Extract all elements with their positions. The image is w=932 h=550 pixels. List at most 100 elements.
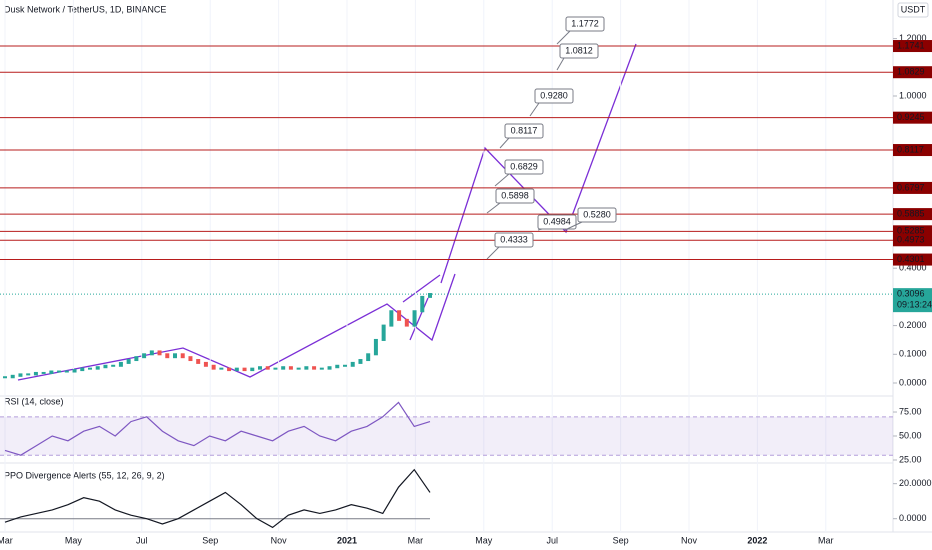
candle [72, 369, 77, 373]
indicator-line [4, 468, 431, 529]
callout-box [534, 88, 574, 104]
candle [149, 350, 154, 356]
callout-pointer [564, 221, 583, 231]
candle [126, 359, 131, 364]
price-tick-label: 0.0000 [899, 377, 927, 387]
candle [327, 366, 332, 370]
level-label: 0.5885 [897, 208, 925, 218]
level-badge [893, 40, 932, 53]
level-badge [893, 234, 932, 247]
time-label: Jul [546, 535, 558, 545]
candle [366, 353, 371, 362]
candle [397, 310, 402, 321]
level-label: 1.1741 [897, 40, 925, 50]
currency-badge[interactable] [897, 2, 929, 18]
candle [57, 370, 62, 373]
callout-box [495, 188, 535, 204]
current-price: 0.3096 [897, 289, 925, 299]
level-badge [893, 144, 932, 157]
candle [211, 364, 216, 370]
price-tick-label: 1.2000 [899, 33, 927, 43]
callout-pointer [486, 246, 500, 260]
ppo-title: PPO Divergence Alerts (55, 12, 26, 9, 2) [4, 470, 165, 480]
time-label: Mar [818, 535, 834, 545]
candle [273, 367, 278, 370]
time-label: 2021 [337, 535, 357, 545]
pane-tick-label: 20.0000 [899, 478, 932, 488]
rsi-title: RSI (14, close) [4, 396, 64, 406]
candle [64, 370, 69, 373]
candle [80, 367, 85, 372]
time-label: May [475, 535, 493, 545]
candle [227, 367, 232, 372]
candle [265, 366, 270, 370]
level-badge [893, 208, 932, 221]
level-label: 0.9245 [897, 112, 925, 122]
candle [312, 366, 317, 370]
candle [250, 367, 255, 372]
candle [10, 374, 15, 379]
pane-tick-label: 50.00 [899, 430, 922, 440]
callout-pointer [486, 202, 501, 214]
callout-label: 0.8117 [511, 125, 538, 135]
candle [180, 353, 185, 359]
level-label: 0.4973 [897, 235, 925, 245]
candle [343, 364, 347, 367]
candle [3, 376, 7, 379]
candle [219, 367, 224, 370]
level-label: 0.4301 [897, 254, 925, 264]
candle [33, 371, 38, 376]
time-label: Mar [408, 535, 424, 545]
candle [18, 373, 23, 377]
time-label: May [65, 535, 83, 545]
candle [111, 364, 116, 367]
candle [234, 367, 239, 372]
candle [420, 295, 425, 313]
candle [288, 366, 293, 370]
time-label: Jul [136, 535, 148, 545]
callout-box [504, 159, 544, 175]
callout-label: 0.4333 [500, 234, 528, 244]
pane-tick-label: 25.00 [899, 454, 922, 464]
price-tick-label: 0.4000 [899, 263, 927, 273]
callout-label: 1.1772 [571, 18, 599, 28]
callout-pointer [556, 57, 565, 71]
time-label: Sep [202, 535, 218, 545]
candle [404, 318, 409, 327]
candle [258, 366, 262, 370]
price-tick-label: 0.1000 [899, 349, 927, 359]
callout-box [504, 123, 544, 139]
rsi-band [0, 416, 893, 456]
pane-tick-label: 0.0000 [899, 513, 927, 523]
time-label: 2022 [747, 535, 767, 545]
candle [389, 310, 394, 327]
level-label: 0.5285 [897, 226, 925, 236]
time-label: Mar [0, 535, 13, 545]
callout-label: 1.0812 [565, 45, 593, 55]
candle [412, 310, 417, 327]
candle [296, 367, 301, 370]
price-tick-label: 1.0000 [899, 90, 927, 100]
time-label: Nov [681, 535, 698, 545]
currency[interactable]: USDT [901, 4, 926, 14]
callout-label: 0.5280 [583, 209, 611, 219]
candle [350, 361, 355, 367]
callout-box [559, 43, 599, 59]
candle [118, 361, 123, 367]
callout-box [577, 207, 617, 223]
price-tick-label: 0.2000 [899, 320, 927, 330]
candle [88, 367, 92, 370]
level-badge [893, 253, 932, 266]
countdown: 09:13:24 [897, 300, 932, 310]
callout-box [565, 16, 605, 32]
candle [335, 364, 340, 369]
candle [281, 366, 286, 370]
candle [103, 364, 108, 369]
candle [242, 367, 247, 372]
callout-pointer [494, 173, 510, 187]
level-badge [893, 181, 932, 194]
callout-label: 0.5898 [501, 190, 529, 200]
level-label: 0.8117 [897, 144, 924, 154]
